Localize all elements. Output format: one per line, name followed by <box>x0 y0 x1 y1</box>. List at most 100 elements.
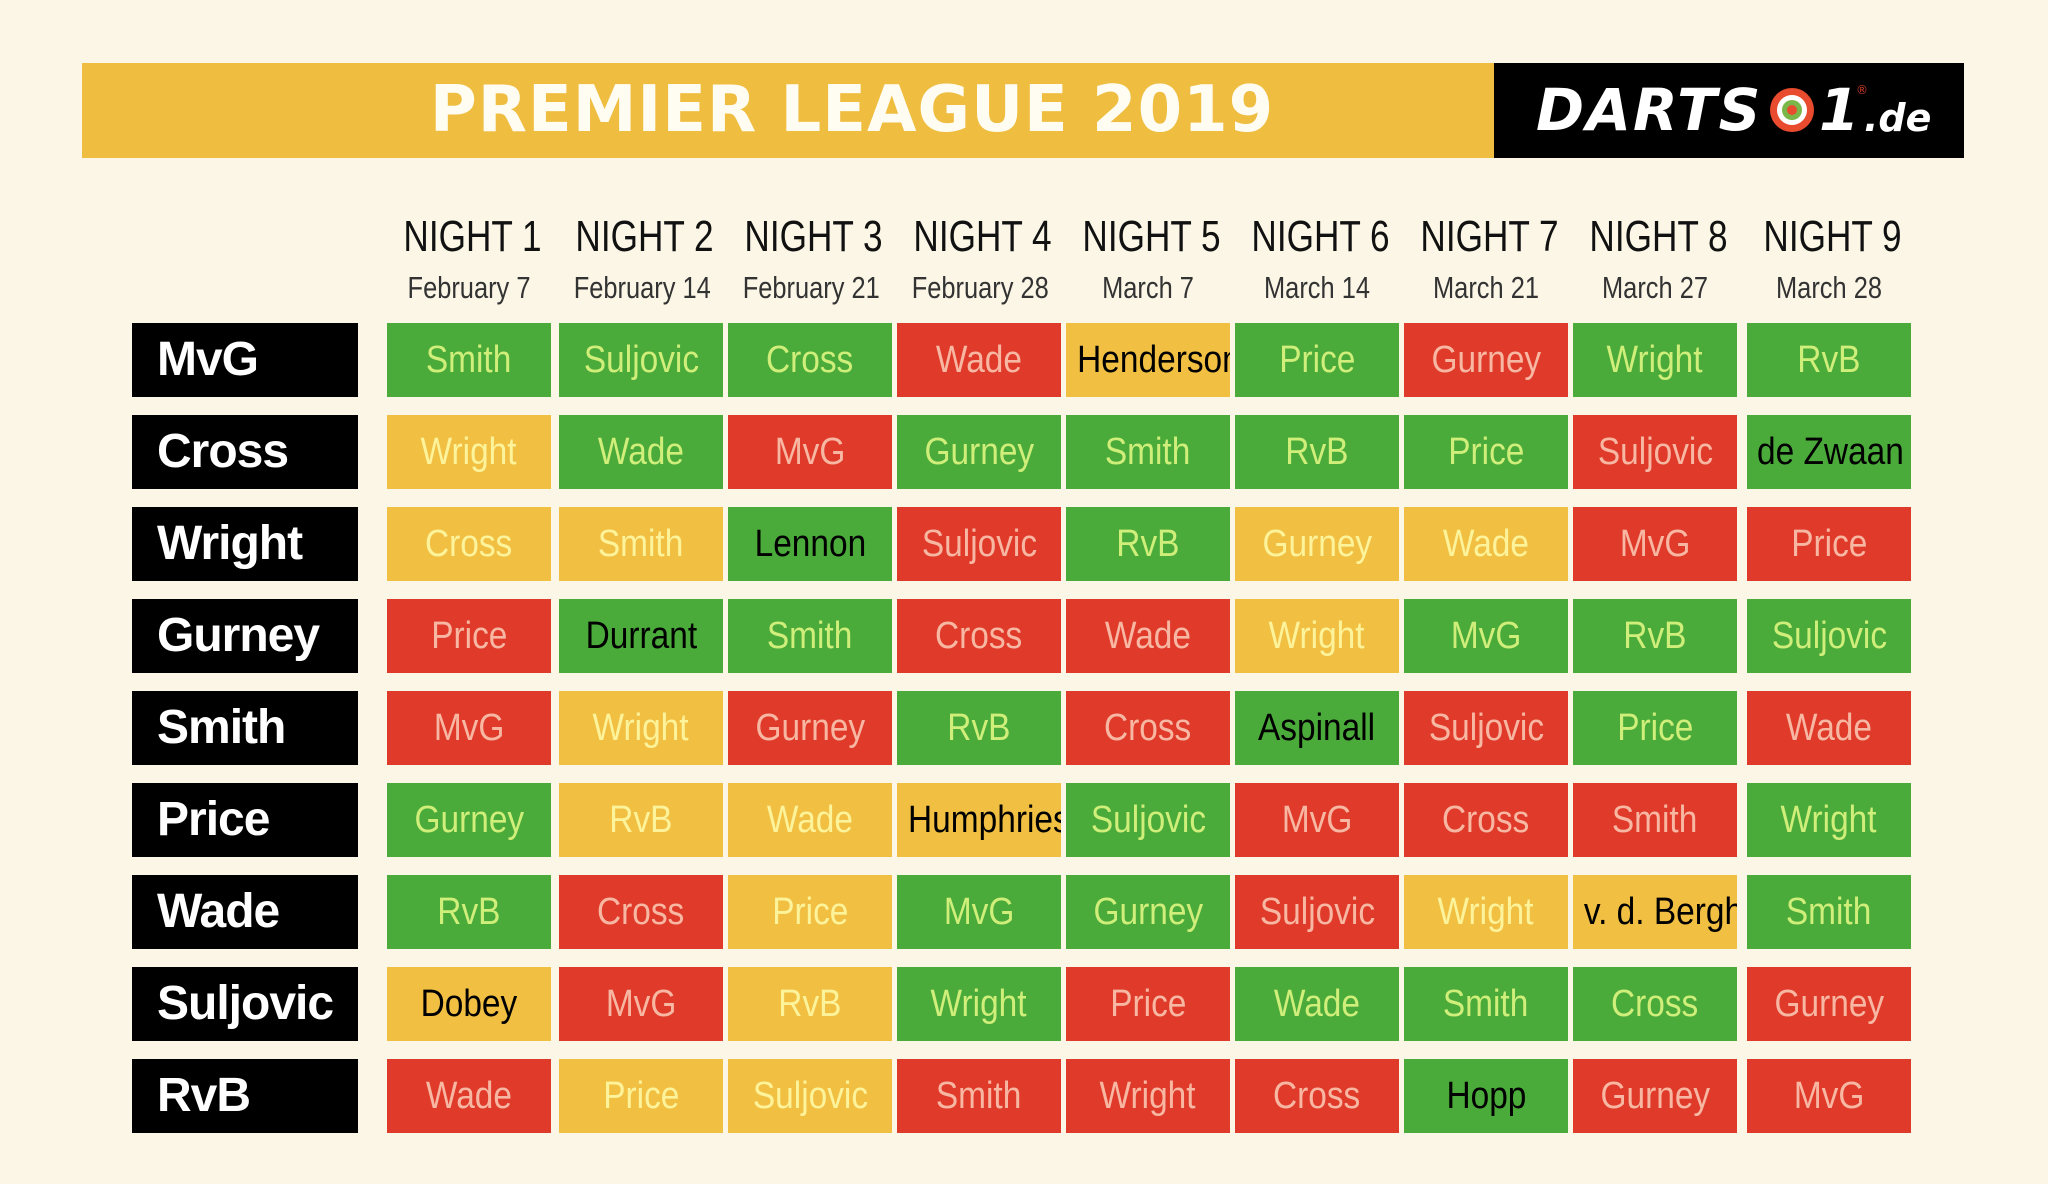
opponent-name: Cross <box>766 339 854 381</box>
opponent-name: Gurney <box>1093 891 1203 933</box>
match-cell: Wade <box>387 1059 551 1133</box>
player-label: MvG <box>132 323 358 397</box>
match-cell: Smith <box>387 323 551 397</box>
match-cell: Smith <box>1066 415 1230 489</box>
match-cell: Henderson <box>1066 323 1230 397</box>
match-cell: Hopp <box>1404 1059 1568 1133</box>
match-cell: Smith <box>559 507 723 581</box>
match-cell: Gurney <box>1747 967 1911 1041</box>
opponent-name: Suljovic <box>583 339 699 381</box>
opponent-name: Wade <box>1785 707 1873 749</box>
opponent-name: Wright <box>1606 339 1704 381</box>
match-cell: Price <box>559 1059 723 1133</box>
night-header: NIGHT 9 March 28 <box>1747 210 1911 306</box>
match-cell: Wade <box>1066 599 1230 673</box>
opponent-name: MvG <box>1450 615 1522 657</box>
match-cell: v. d. Bergh <box>1573 875 1737 949</box>
match-cell: Smith <box>1747 875 1911 949</box>
player-label: Gurney <box>132 599 358 673</box>
match-cell: Aspinall <box>1235 691 1399 765</box>
match-cell: Gurney <box>1404 323 1568 397</box>
logo-text: DARTS <box>1536 76 1763 144</box>
opponent-name: Cross <box>935 615 1023 657</box>
night-header: NIGHT 6 March 14 <box>1235 210 1399 306</box>
match-cell: Humphries <box>897 783 1061 857</box>
match-cell: Gurney <box>1573 1059 1737 1133</box>
opponent-name: Smith <box>426 339 512 381</box>
opponent-name: Gurney <box>1431 339 1541 381</box>
player-label: Wade <box>132 875 358 949</box>
opponent-name: Wade <box>935 339 1023 381</box>
match-cell: Lennon <box>728 507 892 581</box>
match-cell: Suljovic <box>1747 599 1911 673</box>
match-cell: Smith <box>1573 783 1737 857</box>
opponent-name: Wade <box>1442 523 1530 565</box>
night-date: March 28 <box>1776 270 1882 305</box>
match-cell: Wright <box>897 967 1061 1041</box>
logo-number: 1 <box>1819 76 1860 144</box>
night-date: February 14 <box>573 270 711 305</box>
opponent-name: Wright <box>1268 615 1366 657</box>
night-date: February 28 <box>911 270 1049 305</box>
match-cell: Wright <box>559 691 723 765</box>
night-label: NIGHT 2 <box>575 212 714 261</box>
opponent-name: Cross <box>1104 707 1192 749</box>
opponent-name: Gurney <box>1262 523 1372 565</box>
match-cell: Wright <box>1573 323 1737 397</box>
opponent-name: Gurney <box>1600 1075 1710 1117</box>
match-cell: RvB <box>897 691 1061 765</box>
match-cell: MvG <box>1747 1059 1911 1133</box>
opponent-name: Cross <box>1611 983 1699 1025</box>
match-cell: Suljovic <box>897 507 1061 581</box>
opponent-name: RvB <box>1285 431 1349 473</box>
night-date: March 21 <box>1433 270 1539 305</box>
opponent-name: Suljovic <box>1428 707 1544 749</box>
night-label: NIGHT 8 <box>1589 212 1728 261</box>
match-cell: Wade <box>1747 691 1911 765</box>
opponent-name: Wade <box>1273 983 1361 1025</box>
darts1-logo: DARTS 1 ® .de <box>1494 63 1964 158</box>
match-cell: Gurney <box>897 415 1061 489</box>
match-cell: Wright <box>1404 875 1568 949</box>
match-cell: Price <box>728 875 892 949</box>
match-cell: Gurney <box>387 783 551 857</box>
night-label: NIGHT 3 <box>744 212 883 261</box>
match-cell: MvG <box>1573 507 1737 581</box>
match-cell: Smith <box>897 1059 1061 1133</box>
match-cell: MvG <box>728 415 892 489</box>
match-cell: MvG <box>387 691 551 765</box>
match-cell: RvB <box>1747 323 1911 397</box>
match-cell: Durrant <box>559 599 723 673</box>
opponent-name: MvG <box>1793 1075 1865 1117</box>
opponent-name: Wright <box>420 431 518 473</box>
dartboard-icon <box>1770 88 1814 132</box>
player-label: Price <box>132 783 358 857</box>
match-cell: Cross <box>1066 691 1230 765</box>
night-date: March 7 <box>1102 270 1194 305</box>
night-header: NIGHT 2 February 14 <box>559 210 723 306</box>
opponent-name: Gurney <box>755 707 865 749</box>
opponent-name: Suljovic <box>1597 431 1713 473</box>
opponent-name: Price <box>1790 523 1868 565</box>
night-header: NIGHT 4 February 28 <box>897 210 1061 306</box>
opponent-name: Price <box>1109 983 1187 1025</box>
match-cell: Gurney <box>1066 875 1230 949</box>
match-cell: MvG <box>559 967 723 1041</box>
match-cell: Price <box>1235 323 1399 397</box>
match-cell: Price <box>1747 507 1911 581</box>
logo-domain: .de <box>1864 96 1932 140</box>
match-cell: Gurney <box>1235 507 1399 581</box>
opponent-name: Price <box>1447 431 1525 473</box>
night-header: NIGHT 1 February 7 <box>387 210 551 306</box>
opponent-name: Wright <box>592 707 690 749</box>
match-cell: MvG <box>1404 599 1568 673</box>
opponent-name: Suljovic <box>1259 891 1375 933</box>
match-cell: Dobey <box>387 967 551 1041</box>
night-label: NIGHT 5 <box>1082 212 1221 261</box>
opponent-name: Price <box>771 891 849 933</box>
match-cell: Smith <box>1404 967 1568 1041</box>
match-cell: Wade <box>728 783 892 857</box>
match-cell: de Zwaan <box>1747 415 1911 489</box>
player-label: Suljovic <box>132 967 358 1041</box>
